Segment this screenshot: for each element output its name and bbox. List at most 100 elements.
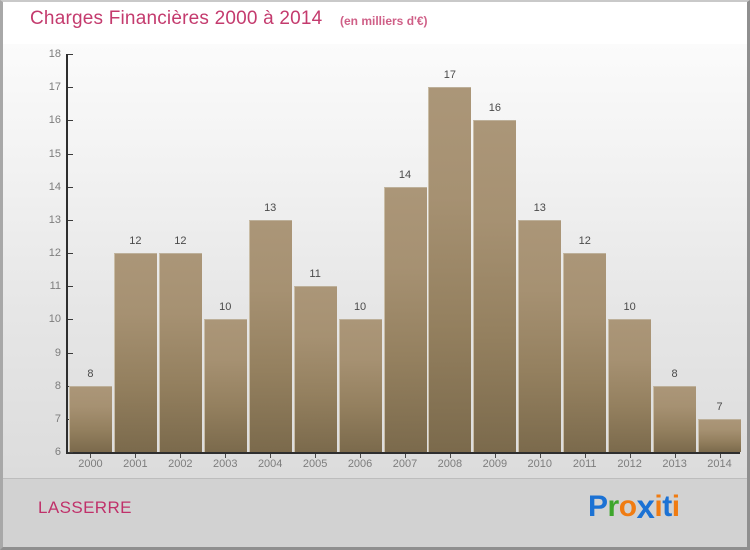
y-axis-tick-label: 10 bbox=[48, 313, 61, 326]
bar[interactable] bbox=[158, 253, 202, 452]
y-axis-line bbox=[66, 54, 68, 454]
bar-column[interactable]: 13 bbox=[248, 44, 292, 452]
chart-unit-subtitle: (en milliers d'€) bbox=[340, 14, 428, 28]
x-axis-tick bbox=[270, 454, 272, 458]
y-axis-tick bbox=[68, 253, 73, 254]
bar-column[interactable]: 10 bbox=[203, 44, 247, 452]
x-axis-tick-label: 2005 bbox=[302, 458, 328, 470]
logo-letter: P bbox=[588, 490, 608, 523]
logo-letter: x bbox=[636, 488, 655, 525]
logo-letter: r bbox=[607, 490, 620, 523]
y-axis-tick-label: 11 bbox=[49, 280, 61, 293]
bar-value-label: 13 bbox=[264, 201, 277, 214]
bar-value-label: 8 bbox=[87, 367, 94, 380]
logo-letter: o bbox=[618, 490, 637, 523]
bar[interactable] bbox=[383, 186, 427, 452]
x-axis-tick bbox=[180, 454, 182, 458]
x-axis-tick-label: 2012 bbox=[617, 458, 642, 470]
bar[interactable] bbox=[68, 385, 112, 452]
bar-column[interactable]: 12 bbox=[158, 44, 202, 452]
x-axis-tick bbox=[360, 454, 362, 458]
bar[interactable] bbox=[338, 319, 382, 452]
bar-column[interactable]: 14 bbox=[383, 44, 427, 452]
y-axis-tick-label: 15 bbox=[48, 147, 61, 160]
x-axis-tick-label: 2006 bbox=[347, 458, 373, 470]
y-axis-tick bbox=[68, 120, 73, 122]
x-axis-tick bbox=[225, 454, 227, 458]
y-axis-tick-label: 13 bbox=[48, 213, 61, 226]
bar-column[interactable]: 8 bbox=[653, 44, 697, 452]
x-axis-tick-label: 2003 bbox=[213, 458, 238, 470]
x-axis-tick bbox=[674, 454, 676, 458]
bar[interactable] bbox=[653, 385, 697, 452]
x-axis-tick bbox=[405, 454, 406, 458]
y-axis-tick bbox=[68, 186, 73, 188]
bar-column[interactable]: 7 bbox=[698, 44, 742, 452]
bar[interactable] bbox=[248, 219, 292, 452]
bar-value-label: 14 bbox=[398, 168, 412, 181]
bar[interactable] bbox=[608, 319, 652, 452]
bar-value-label: 8 bbox=[671, 367, 678, 380]
x-axis-tick-label: 2008 bbox=[437, 458, 463, 470]
bar-column[interactable]: 12 bbox=[563, 44, 607, 452]
bar-value-label: 11 bbox=[309, 268, 321, 281]
bar-column[interactable]: 16 bbox=[473, 44, 517, 452]
entity-name-label: LASSERRE bbox=[38, 498, 132, 517]
x-axis-tick-label: 2009 bbox=[482, 458, 508, 470]
y-axis-tick-label: 6 bbox=[54, 446, 61, 458]
bar-value-label: 12 bbox=[174, 235, 187, 247]
bar-column[interactable]: 10 bbox=[338, 44, 382, 452]
y-axis-tick-label: 7 bbox=[54, 412, 61, 425]
bar[interactable] bbox=[563, 253, 607, 452]
x-axis-tick-label: 2013 bbox=[662, 458, 687, 470]
y-axis-tick-label: 16 bbox=[48, 114, 61, 127]
logo-letter: i bbox=[671, 490, 680, 523]
x-axis-tick bbox=[719, 454, 721, 458]
bar-value-label: 10 bbox=[623, 301, 636, 314]
bar-column[interactable]: 13 bbox=[518, 44, 562, 452]
bar[interactable] bbox=[698, 418, 742, 452]
x-axis-tick-label: 2000 bbox=[78, 458, 103, 470]
bar-value-label: 7 bbox=[716, 400, 723, 413]
x-axis-tick-label: 2011 bbox=[572, 458, 597, 470]
y-axis-tick bbox=[68, 153, 73, 155]
y-axis-tick bbox=[68, 54, 73, 55]
bar[interactable] bbox=[473, 120, 517, 452]
bar-column[interactable]: 11 bbox=[293, 44, 337, 452]
bar-column[interactable]: 17 bbox=[428, 44, 472, 452]
bar[interactable] bbox=[203, 319, 247, 452]
x-axis-tick bbox=[494, 454, 496, 458]
bar-value-label: 16 bbox=[488, 102, 501, 115]
bar[interactable] bbox=[518, 219, 562, 452]
y-axis-tick-label: 17 bbox=[48, 81, 61, 94]
y-axis-tick-label: 18 bbox=[48, 48, 61, 60]
logo-letter: i bbox=[654, 490, 663, 523]
logo-letter: t bbox=[662, 490, 672, 523]
x-axis-tick bbox=[629, 454, 631, 458]
x-axis-tick-label: 2014 bbox=[707, 458, 732, 470]
y-axis-tick-label: 14 bbox=[48, 180, 61, 193]
bar-column[interactable]: 8 bbox=[68, 44, 112, 452]
y-axis-tick bbox=[68, 87, 73, 89]
page-title: Charges Financières 2000 à 2014 bbox=[30, 8, 323, 29]
bar[interactable] bbox=[113, 253, 157, 452]
x-axis-tick-label: 2010 bbox=[527, 458, 553, 470]
chart-header: Charges Financières 2000 à 2014 (en mill… bbox=[0, 0, 750, 44]
y-axis-tick bbox=[68, 319, 73, 321]
y-axis-tick-label: 9 bbox=[54, 346, 61, 359]
x-axis-tick bbox=[90, 454, 92, 458]
x-axis-tick-label: 2007 bbox=[392, 458, 418, 470]
bar[interactable] bbox=[428, 87, 472, 452]
x-axis-tick bbox=[449, 454, 451, 458]
bar-value-label: 12 bbox=[578, 235, 591, 247]
y-axis-tick-label: 8 bbox=[54, 379, 61, 392]
bar-column[interactable]: 10 bbox=[608, 44, 652, 452]
x-axis-tick bbox=[584, 454, 586, 458]
x-axis-tick bbox=[135, 454, 137, 458]
x-axis-tick bbox=[539, 454, 541, 458]
proxiti-logo[interactable]: Proxiti bbox=[588, 487, 680, 525]
bar[interactable] bbox=[293, 286, 337, 452]
x-axis-line bbox=[66, 452, 740, 454]
y-axis-tick bbox=[68, 452, 73, 453]
bar-column[interactable]: 12 bbox=[113, 44, 157, 452]
